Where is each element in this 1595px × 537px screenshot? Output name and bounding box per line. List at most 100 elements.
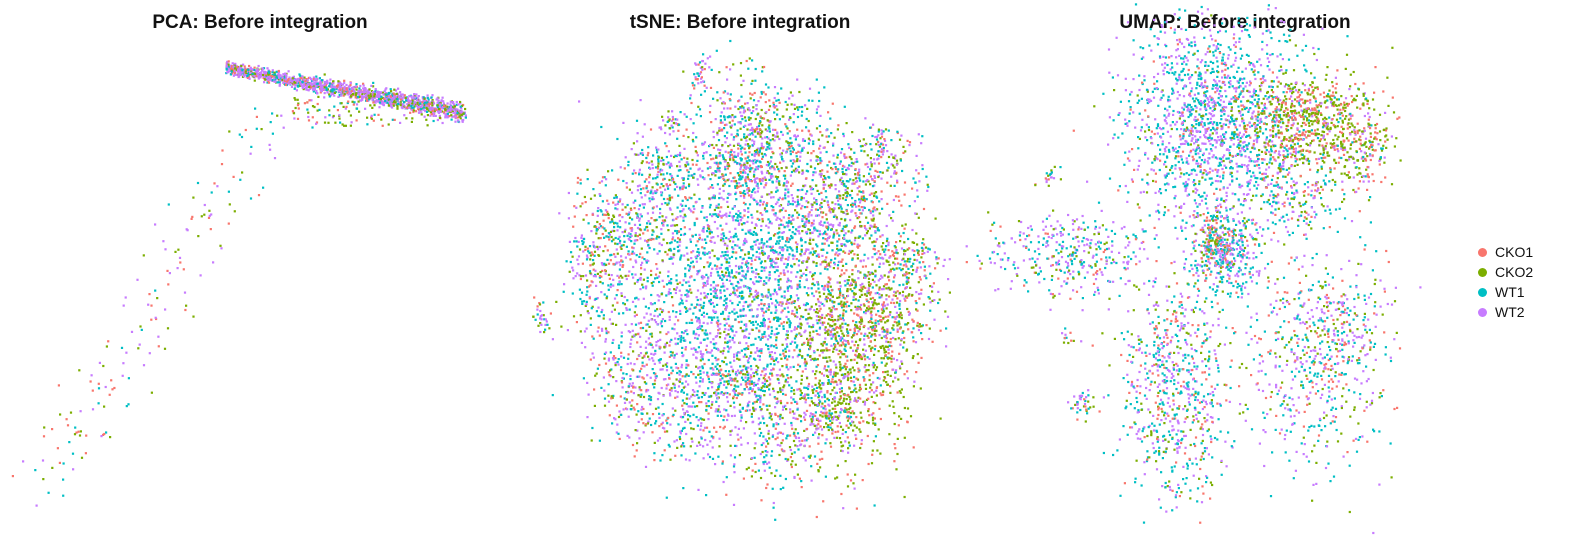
tsne-point: [717, 258, 720, 261]
tsne-point: [689, 421, 692, 425]
pca-point: [62, 478, 65, 481]
tsne-point: [698, 269, 701, 272]
tsne-point: [875, 303, 878, 306]
tsne-point: [834, 336, 837, 339]
tsne-point: [725, 278, 728, 281]
tsne-point: [773, 271, 776, 274]
tsne-point: [683, 147, 686, 150]
tsne-point: [763, 266, 766, 269]
pca-point: [238, 133, 241, 136]
pca-point: [247, 68, 250, 71]
tsne-point: [726, 287, 729, 291]
tsne-point: [760, 269, 763, 272]
tsne-point: [679, 215, 682, 218]
tsne-point: [760, 293, 763, 296]
tsne-point: [708, 380, 711, 384]
tsne-point: [687, 264, 690, 267]
tsne-point: [853, 293, 856, 296]
tsne-point: [689, 276, 692, 279]
tsne-point: [699, 257, 702, 260]
pca-point: [410, 120, 413, 123]
tsne-point: [742, 296, 745, 299]
tsne-point: [699, 341, 702, 344]
tsne-point: [699, 359, 702, 362]
tsne-point: [871, 210, 875, 213]
tsne-point: [682, 408, 685, 411]
tsne-point: [723, 102, 726, 105]
tsne-point: [676, 245, 679, 248]
tsne-point: [795, 248, 798, 251]
tsne-point: [803, 223, 806, 226]
tsne-point: [808, 331, 812, 334]
tsne-point: [831, 241, 834, 244]
tsne-point: [695, 357, 698, 360]
tsne-point: [805, 268, 808, 271]
tsne-point: [758, 329, 761, 332]
tsne-point: [696, 444, 699, 447]
pca-point: [330, 84, 333, 87]
pca-point: [433, 110, 436, 113]
tsne-point: [707, 187, 710, 190]
pca-point: [306, 79, 309, 82]
pca-point: [461, 120, 464, 123]
tsne-point: [670, 224, 673, 227]
tsne-point: [775, 346, 778, 349]
tsne-point: [819, 170, 822, 173]
pca-point: [438, 105, 441, 108]
pca-point: [316, 92, 319, 95]
tsne-point: [769, 266, 772, 269]
tsne-point: [782, 184, 785, 187]
pca-point: [454, 110, 457, 113]
pca-point: [79, 430, 82, 433]
tsne-point: [744, 237, 747, 241]
tsne-point: [806, 258, 809, 261]
tsne-point: [809, 271, 812, 274]
tsne-point: [663, 449, 666, 452]
tsne-point: [736, 394, 740, 397]
tsne-point: [758, 256, 761, 259]
tsne-point: [821, 261, 824, 264]
tsne-point: [720, 176, 723, 179]
tsne-point: [759, 389, 763, 392]
tsne-point: [692, 332, 695, 335]
tsne-point: [732, 215, 736, 218]
tsne-point: [793, 254, 796, 258]
pca-point: [455, 103, 458, 106]
tsne-point: [754, 232, 757, 235]
pca-point: [278, 81, 281, 84]
pca-point: [138, 343, 141, 346]
tsne-point: [762, 244, 765, 247]
tsne-point: [850, 282, 853, 285]
tsne-point: [701, 358, 704, 361]
tsne-point: [797, 226, 800, 229]
tsne-point: [749, 245, 753, 249]
tsne-point: [855, 321, 858, 324]
tsne-point: [742, 355, 745, 358]
pca-point: [442, 104, 446, 108]
tsne-point: [806, 170, 810, 173]
tsne-point: [830, 132, 833, 135]
tsne-point: [624, 323, 627, 326]
pca-point: [176, 267, 179, 270]
tsne-point: [839, 317, 843, 321]
tsne-point: [744, 151, 747, 154]
pca-point: [257, 73, 260, 76]
tsne-point: [800, 236, 803, 240]
pca-point: [282, 73, 285, 76]
pca-point: [84, 452, 87, 455]
tsne-point: [819, 157, 822, 160]
tsne-point: [886, 383, 889, 386]
tsne-point: [655, 341, 658, 344]
tsne-point: [871, 301, 874, 304]
tsne-point: [595, 232, 598, 235]
tsne-point: [751, 300, 754, 303]
tsne-point: [855, 507, 858, 510]
umap-plot-title: UMAP: Before integration: [1119, 12, 1351, 33]
tsne-point: [698, 233, 701, 236]
tsne-point: [794, 315, 797, 318]
tsne-point: [873, 391, 876, 394]
pca-point: [185, 304, 188, 307]
pca-point: [330, 86, 333, 89]
tsne-point: [774, 233, 777, 236]
tsne-point: [915, 371, 918, 374]
